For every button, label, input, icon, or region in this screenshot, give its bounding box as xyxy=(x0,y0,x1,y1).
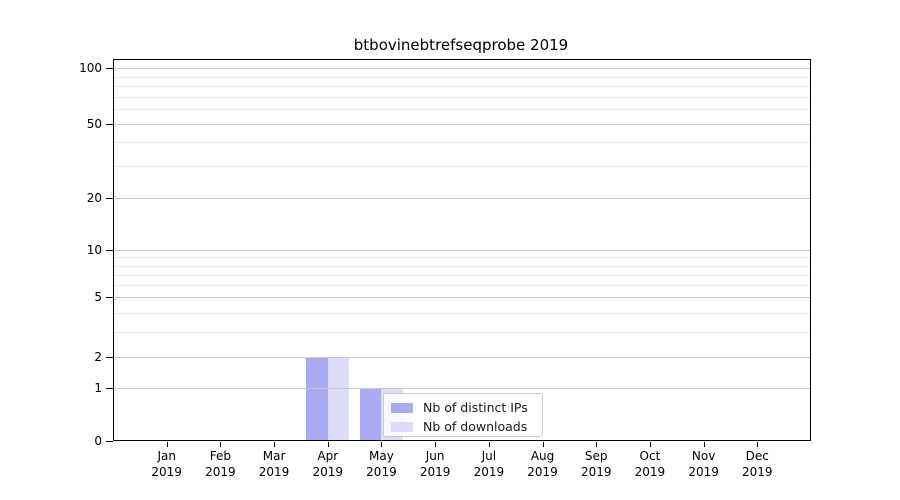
x-tick-label: Jul 2019 xyxy=(459,448,519,480)
y-major-gridline xyxy=(114,198,810,199)
x-tick-mark xyxy=(703,442,705,447)
y-tick-label: 2 xyxy=(94,350,102,364)
y-tick-mark xyxy=(106,124,113,125)
y-minor-gridline xyxy=(114,109,810,111)
x-tick-month: Dec xyxy=(745,449,769,463)
x-tick-month: Feb xyxy=(209,449,231,463)
legend-entry: Nb of downloads xyxy=(391,417,536,436)
x-tick-month: Jul xyxy=(481,449,497,463)
legend-swatch-downloads xyxy=(391,421,413,432)
x-tick-month: Mar xyxy=(262,449,286,463)
y-tick-mark xyxy=(106,297,113,298)
legend-label: Nb of downloads xyxy=(423,419,528,434)
y-minor-gridline xyxy=(114,312,810,314)
x-tick-month: Apr xyxy=(317,449,339,463)
y-major-gridline xyxy=(114,124,810,125)
y-tick-mark xyxy=(106,357,113,358)
y-tick-label: 20 xyxy=(86,191,102,205)
x-tick-year: 2019 xyxy=(688,465,719,479)
x-tick-label: Oct 2019 xyxy=(620,448,680,480)
legend-swatch-distinct-ips xyxy=(391,402,413,413)
y-tick-label: 50 xyxy=(86,117,102,131)
chart-title: btbovinebtrefseqprobe 2019 xyxy=(353,36,569,54)
y-minor-gridline xyxy=(114,86,810,88)
x-tick-mark xyxy=(435,442,437,447)
y-minor-gridline xyxy=(114,165,810,167)
x-tick-label: Dec 2019 xyxy=(727,448,787,480)
x-tick-year: 2019 xyxy=(205,465,236,479)
y-major-gridline xyxy=(114,357,810,358)
y-minor-gridline xyxy=(114,76,810,78)
y-tick-label: 0 xyxy=(94,434,102,448)
x-tick-label: Nov 2019 xyxy=(674,448,734,480)
x-tick-label: Jun 2019 xyxy=(405,448,465,480)
bar-nb-of-distinct-ips-apr xyxy=(306,357,328,441)
y-tick-label: 5 xyxy=(94,290,102,304)
x-tick-year: 2019 xyxy=(312,465,344,479)
y-minor-gridline xyxy=(114,285,810,287)
x-tick-year: 2019 xyxy=(151,465,182,479)
y-tick-mark xyxy=(106,441,113,442)
x-tick-mark xyxy=(757,442,759,447)
x-tick-month: Jun xyxy=(425,449,445,463)
x-tick-year: 2019 xyxy=(366,465,397,479)
x-tick-mark xyxy=(327,442,329,447)
y-tick-label: 10 xyxy=(86,243,102,257)
x-tick-year: 2019 xyxy=(258,465,290,479)
x-tick-month: Jan xyxy=(157,449,176,463)
x-tick-label: Sep 2019 xyxy=(566,448,626,480)
x-tick-mark xyxy=(596,442,598,447)
y-tick-mark xyxy=(106,68,113,69)
y-tick-mark xyxy=(106,198,113,199)
y-major-gridline xyxy=(114,297,810,298)
y-major-gridline xyxy=(114,250,810,251)
y-minor-gridline xyxy=(114,142,810,144)
x-tick-label: May 2019 xyxy=(351,448,411,480)
legend-entry: Nb of distinct IPs xyxy=(391,398,536,417)
x-tick-mark xyxy=(542,442,544,447)
y-major-gridline xyxy=(114,388,810,389)
y-tick-label: 1 xyxy=(94,381,102,395)
y-tick-mark xyxy=(106,388,113,389)
bar-nb-of-distinct-ips-may xyxy=(359,388,382,441)
x-tick-year: 2019 xyxy=(473,465,505,479)
y-major-gridline xyxy=(114,68,810,69)
x-tick-mark xyxy=(488,442,490,447)
x-tick-month: Nov xyxy=(691,449,716,463)
y-minor-gridline xyxy=(114,332,810,334)
y-tick-mark xyxy=(106,250,113,251)
y-minor-gridline xyxy=(114,265,810,267)
x-tick-mark xyxy=(274,442,276,447)
x-tick-month: Sep xyxy=(584,449,608,463)
y-minor-gridline xyxy=(114,96,810,98)
x-tick-label: Apr 2019 xyxy=(298,448,358,480)
x-tick-label: Feb 2019 xyxy=(190,448,250,480)
y-minor-gridline xyxy=(114,274,810,276)
bar-nb-of-downloads-apr xyxy=(327,357,350,441)
x-tick-label: Mar 2019 xyxy=(244,448,304,480)
x-tick-month: May xyxy=(369,449,394,463)
x-tick-year: 2019 xyxy=(742,465,773,479)
x-tick-mark xyxy=(381,442,383,447)
x-tick-label: Aug 2019 xyxy=(513,448,573,480)
y-tick-label: 100 xyxy=(79,61,102,75)
x-tick-year: 2019 xyxy=(527,465,558,479)
legend: Nb of distinct IPs Nb of downloads xyxy=(383,393,543,437)
x-tick-mark xyxy=(649,442,651,447)
x-tick-year: 2019 xyxy=(419,465,451,479)
x-tick-label: Jan 2019 xyxy=(137,448,197,480)
y-minor-gridline xyxy=(114,257,810,259)
x-tick-mark xyxy=(166,442,168,447)
x-tick-year: 2019 xyxy=(580,465,612,479)
x-tick-year: 2019 xyxy=(634,465,666,479)
x-tick-month: Oct xyxy=(639,449,661,463)
x-tick-month: Aug xyxy=(530,449,555,463)
x-tick-mark xyxy=(220,442,222,447)
legend-label: Nb of distinct IPs xyxy=(423,400,528,415)
